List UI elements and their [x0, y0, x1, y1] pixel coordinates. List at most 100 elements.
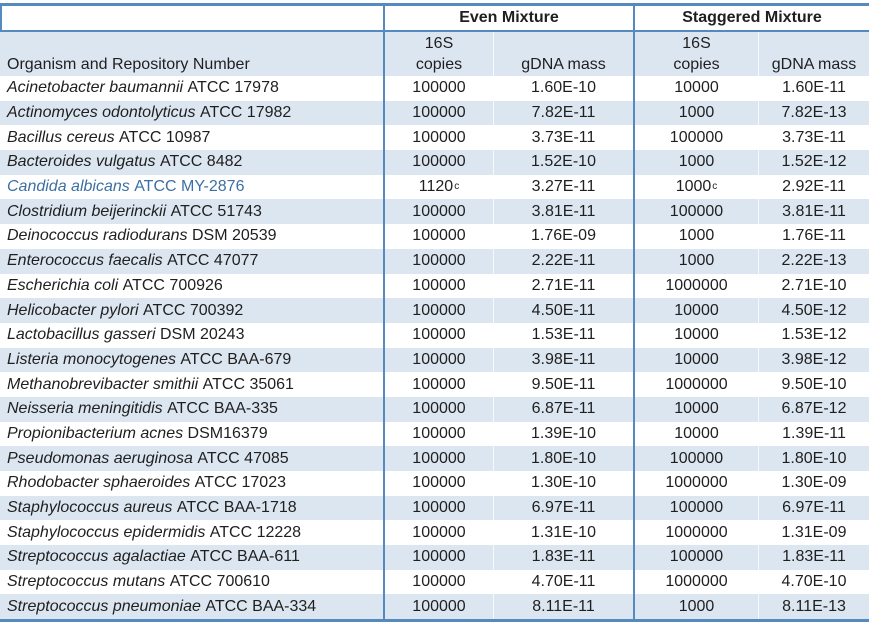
organism-cell: Acinetobacter baumannii ATCC 17978: [0, 76, 383, 101]
staggered-16s-copies-value: 10000: [633, 298, 758, 323]
organism-name: Rhodobacter sphaeroides: [7, 474, 191, 492]
repository-number: ATCC 700610: [165, 573, 270, 591]
staggered-gdna-mass-value: 1.52E-12: [758, 150, 869, 175]
staggered-16s-copies-value: 1000: [633, 150, 758, 175]
staggered-gdna-mass-value: 1.31E-09: [758, 520, 869, 546]
staggered-gdna-mass-value: 1.83E-11: [758, 545, 869, 570]
repository-number: DSM16379: [183, 424, 268, 442]
even-gdna-mass-value: 7.82E-11: [493, 100, 633, 126]
staggered-16s-copies-value: 1000000: [633, 372, 758, 397]
organism-cell: Streptococcus mutans ATCC 700610: [0, 570, 383, 595]
organism-name: Neisseria meningitidis: [7, 400, 163, 418]
organism-cell: Bacteroides vulgatus ATCC 8482: [0, 150, 383, 175]
staggered-16s-copies-value: 10000: [633, 396, 758, 422]
staggered-gdna-mass-value: 6.97E-11: [758, 495, 869, 521]
repository-number: ATCC 8482: [155, 153, 243, 171]
repository-number: DSM 20539: [187, 227, 277, 245]
organism-cell: Streptococcus pneumoniae ATCC BAA-334: [0, 594, 383, 619]
repository-number: ATCC 17982: [195, 104, 292, 122]
staggered-gdna-mass-value: 3.98E-12: [758, 347, 869, 373]
even-16s-copies-value: 100000: [383, 248, 493, 274]
organism-cell: Neisseria meningitidis ATCC BAA-335: [0, 397, 383, 422]
staggered-16s-copies-value: 1000000: [633, 471, 758, 496]
repository-number: DSM 20243: [155, 326, 245, 344]
repository-number: ATCC 17978: [183, 79, 279, 97]
even-16s-copies-value: 100000: [383, 421, 493, 447]
organism-name: Listeria monocytogenes: [7, 350, 176, 368]
organism-name: Methanobrevibacter smithii: [7, 375, 199, 393]
table-row: Bacillus cereus ATCC 10987 100000 3.73E-…: [0, 125, 869, 151]
staggered-16s-copies-value: 1000000: [633, 273, 758, 299]
staggered-16s-copies-value: 1000: [633, 100, 758, 126]
staggered-16s-copies-value: 1000000: [633, 569, 758, 595]
staggered-gdna-mass-value: 1.76E-11: [758, 224, 869, 249]
organism-cell: Candida albicans ATCC MY-2876: [0, 175, 383, 200]
organism-name: Streptococcus pneumoniae: [7, 597, 201, 615]
organism-name: Pseudomonas aeruginosa: [7, 449, 193, 467]
table-row: Candida albicans ATCC MY-2876 1120 c 3.27…: [0, 174, 869, 200]
repository-number: ATCC 17023: [190, 474, 286, 492]
table-row: Enterococcus faecalis ATCC 47077 100000 …: [0, 248, 869, 274]
staggered-gdna-mass-value: 6.87E-12: [758, 396, 869, 422]
table-row: Clostridium beijerinckii ATCC 51743 1000…: [0, 199, 869, 225]
organism-name: Deinococcus radiodurans: [7, 227, 188, 245]
even-gdna-label: gDNA mass: [521, 56, 606, 73]
even-gdna-mass-value: 2.22E-11: [493, 248, 633, 274]
table-row: Bacteroides vulgatus ATCC 8482 100000 1.…: [0, 150, 869, 175]
table-row: Pseudomonas aeruginosa ATCC 47085 100000…: [0, 446, 869, 471]
even-16s-copies-value: 100000: [383, 298, 493, 323]
staggered-gdna-label: gDNA mass: [771, 56, 857, 73]
even-gdna-mass-value: 4.70E-11: [493, 569, 633, 595]
table-row: Streptococcus agalactiae ATCC BAA-611 10…: [0, 545, 869, 570]
even-16s-copies-value: 100000: [383, 372, 493, 397]
even-16s-copies-value: 100000: [383, 569, 493, 595]
staggered-16s-copies-value: 10000: [633, 421, 758, 447]
organism-name: Staphylococcus aureus: [7, 499, 173, 517]
group-header-row: Even Mixture Staggered Mixture: [0, 6, 869, 32]
even-copies-label: copies: [415, 56, 463, 73]
staggered-gdna-mass-value: 3.81E-11: [758, 199, 869, 225]
even-16s-label: 16S: [424, 35, 454, 52]
even-16s-copies-value: 100000: [383, 594, 493, 620]
organism-name: Bacillus cereus: [7, 128, 115, 146]
staggered-gdna-mass-value: 8.11E-13: [758, 594, 869, 620]
even-16s-copies-value: 100000: [383, 224, 493, 249]
table-row: Streptococcus mutans ATCC 700610 100000 …: [0, 569, 869, 595]
table-body: Acinetobacter baumannii ATCC 17978 10000…: [0, 76, 869, 620]
organism-name: Candida albicans: [7, 178, 130, 196]
organism-cell: Bacillus cereus ATCC 10987: [0, 125, 383, 150]
organism-cell: Helicobacter pylori ATCC 700392: [0, 298, 383, 323]
table-row: Acinetobacter baumannii ATCC 17978 10000…: [0, 76, 869, 101]
staggered-16s-copies-value: 1000: [633, 248, 758, 274]
repository-number: ATCC BAA-334: [200, 597, 317, 615]
organism-name: Acinetobacter baumannii: [7, 79, 184, 97]
even-gdna-mass-value: 3.81E-11: [493, 199, 633, 225]
organism-cell: Enterococcus faecalis ATCC 47077: [0, 249, 383, 274]
staggered-16s-copies-value: 1000000: [633, 520, 758, 546]
organism-name: Enterococcus faecalis: [7, 252, 163, 270]
organism-cell: Listeria monocytogenes ATCC BAA-679: [0, 348, 383, 373]
even-gdna-mass-value: 3.73E-11: [493, 125, 633, 151]
staggered-16s-copies-value: 100000: [633, 495, 758, 521]
organism-name: Escherichia coli: [7, 276, 119, 294]
staggered-16s-copies-value: 100000: [633, 125, 758, 151]
staggered-gdna-mass-value: 1.53E-12: [758, 322, 869, 348]
repository-number: ATCC BAA-335: [162, 400, 278, 418]
table-row: Escherichia coli ATCC 700926 100000 2.71…: [0, 273, 869, 299]
staggered-gdna-mass-value: 3.73E-11: [758, 125, 869, 151]
table-row: Neisseria meningitidis ATCC BAA-335 1000…: [0, 396, 869, 422]
repository-number: ATCC 35061: [198, 375, 294, 393]
repository-number: ATCC BAA-679: [175, 350, 292, 368]
even-16s-copies-value: 100000: [383, 199, 493, 225]
column-header-band: Organism and Repository Number 16S copie…: [0, 32, 869, 76]
organism-cell: Streptococcus agalactiae ATCC BAA-611: [0, 545, 383, 570]
table-row: Streptococcus pneumoniae ATCC BAA-334 10…: [0, 594, 869, 620]
table-row: Methanobrevibacter smithii ATCC 35061 10…: [0, 372, 869, 397]
even-gdna-mass-value: 8.11E-11: [493, 594, 633, 620]
staggered-16s-label: 16S: [682, 35, 711, 52]
table-row: Lactobacillus gasseri DSM 20243 100000 1…: [0, 322, 869, 348]
repository-number: ATCC 47077: [162, 252, 259, 270]
staggered-gdna-mass-value: 1.80E-10: [758, 446, 869, 471]
even-gdna-mass-value: 3.98E-11: [493, 347, 633, 373]
even-gdna-mass-value: 9.50E-11: [493, 372, 633, 397]
